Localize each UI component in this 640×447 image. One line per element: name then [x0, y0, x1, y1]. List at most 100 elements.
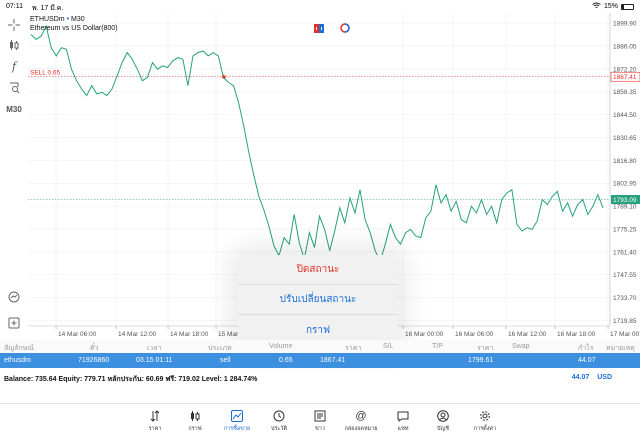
tab-trade[interactable]: การซื้อขาย [219, 409, 255, 433]
one-click-trading-icon[interactable] [314, 20, 324, 38]
tab-chart[interactable]: กราฟ [177, 409, 213, 433]
y-tick-label: 1733.70 [613, 295, 637, 302]
column-header: ประเภท [208, 345, 232, 352]
timeframe-button[interactable]: M30 [6, 104, 22, 114]
sell-price-tag-box [610, 71, 640, 82]
close-position-option[interactable]: ปิดสถานะ [238, 255, 398, 285]
chart-toolbar: f M30 [0, 13, 28, 333]
y-tick-label: 1830.65 [613, 135, 637, 142]
x-tick-label: 15 Mar 00:00 [218, 331, 257, 338]
x-tick-label: 16 Mar 06:00 [455, 331, 494, 338]
price-chart[interactable]: 1899.90 1886.05 1872.20 1858.35 1844.50 1830.… [28, 13, 640, 340]
symbol-timeframe: M30 [70, 16, 85, 23]
y-tick-label: 1886.05 [613, 43, 637, 50]
tab-settings[interactable]: การตั้งค่า [467, 409, 503, 433]
x-tick-label: 14 Mar 12:00 [118, 331, 157, 338]
bid-price-tag: 1793.09 [613, 197, 637, 204]
y-tick-label: 1789.10 [613, 204, 637, 211]
x-tick-label: 16 Mar 00:00 [405, 331, 444, 338]
bid-price-tag-box [611, 194, 640, 204]
status-time: 07:11 [6, 3, 23, 10]
tab-label: บัญชี [437, 426, 449, 432]
tab-label: การซื้อขาย [223, 426, 251, 432]
x-tick-label: 16 Mar 18:00 [557, 331, 596, 338]
indicator-glyph: f [11, 59, 17, 73]
quotes-icon [149, 409, 161, 423]
x-tick-label: 14 Mar 06:00 [58, 331, 97, 338]
trade-icon [231, 409, 243, 423]
cell-time: 03.15 01:11 [136, 357, 173, 364]
column-header: ราคา [345, 345, 362, 352]
cell-type: sell [220, 357, 231, 364]
account-icon [437, 409, 449, 423]
new-order-icon[interactable] [5, 315, 23, 331]
mailbox-icon: @ [355, 410, 367, 422]
symbol-description: Ethereum vs US Dollar(800) [30, 25, 118, 32]
tab-label: ราคา [148, 426, 162, 432]
tab-label: แชท [397, 426, 409, 432]
objects-icon[interactable] [5, 79, 23, 95]
price-line [30, 24, 604, 263]
cell-ticket: 71926860 [78, 357, 110, 364]
column-header: เวลา [147, 345, 162, 352]
indicator-icon[interactable]: f [5, 58, 23, 74]
tab-history[interactable]: ประวัติ [261, 409, 297, 433]
battery-icon [621, 3, 634, 10]
tab-chat[interactable]: แชท [385, 409, 421, 433]
status-date: พ. 17 มี.ค. [32, 5, 64, 12]
news-icon [314, 409, 326, 423]
status-bar: 07:11 พ. 17 มี.ค. 15% [0, 0, 640, 13]
modify-position-option[interactable]: ปรับเปลี่ยนสถานะ [238, 285, 398, 315]
history-icon [273, 409, 285, 423]
y-tick-label: 1802.95 [613, 181, 637, 188]
total-profit-value: 44.07 [571, 374, 590, 381]
y-tick-label: 1816.80 [613, 158, 637, 165]
chart-canvas[interactable]: 1899.90 1886.05 1872.20 1858.35 1844.50 1830.… [28, 13, 640, 340]
y-tick-label: 1775.25 [613, 226, 637, 233]
x-tick-label: 16 Mar 12:00 [508, 331, 547, 338]
cell-profit: 44.07 [578, 357, 596, 364]
cell-symbol: ethusdm [4, 357, 31, 364]
entry-marker: ✱ [221, 74, 226, 81]
tab-mailbox[interactable]: @ กล่องจดหมาย [343, 409, 379, 433]
y-tick-label: 1872.20 [613, 66, 637, 73]
candle-type-icon[interactable] [5, 37, 23, 53]
column-header: สัญลักษณ์ [4, 345, 34, 352]
tab-label: กราฟ [188, 426, 202, 432]
column-header: ราคา [477, 345, 494, 352]
y-tick-label: 1899.90 [613, 21, 637, 28]
column-header: หมายเหตุ [606, 345, 635, 352]
total-profit-currency: USD [597, 374, 612, 381]
depth-of-market-icon[interactable] [340, 20, 350, 38]
total-profit: 44.07 USD [572, 374, 612, 381]
y-tick-label: 1719.85 [613, 318, 637, 325]
column-header: Swap [512, 343, 530, 350]
positions-table-header: สัญลักษณ์ ตั๋ว เวลา ประเภท Volume ราคา S… [0, 340, 640, 353]
tab-account[interactable]: บัญชี [425, 409, 461, 433]
column-header: S/L [383, 343, 394, 350]
y-tick-label: 1761.40 [613, 249, 637, 256]
settings-icon [479, 409, 491, 423]
position-action-sheet: ปิดสถานะ ปรับเปลี่ยนสถานะ กราฟ [238, 255, 398, 345]
tab-news[interactable]: ข่าว [302, 409, 338, 433]
zoom-icon[interactable] [5, 289, 23, 305]
crosshair-icon[interactable] [5, 17, 23, 33]
cell-current-price: 1799.61 [468, 357, 494, 364]
x-tick-label: 14 Mar 18:00 [170, 331, 209, 338]
chart-top-icons [314, 20, 350, 38]
battery-percent: 15% [603, 3, 618, 10]
cell-volume: 0.65 [279, 357, 293, 364]
tab-label: กล่องจดหมาย [344, 426, 378, 432]
symbol-separator: • [66, 16, 70, 23]
table-row[interactable]: ethusdm 71926860 03.15 01:11 sell 0.65 1… [0, 353, 640, 368]
chat-icon [397, 409, 409, 423]
chart-icon [189, 409, 201, 423]
y-tick-label: 1747.55 [613, 272, 637, 279]
cell-open-price: 1867.41 [320, 357, 346, 364]
tab-quotes[interactable]: ราคา [137, 409, 173, 433]
chart-option[interactable]: กราฟ [305, 324, 331, 336]
sell-price-tag: 1867.41 [613, 74, 637, 81]
column-header: ตั๋ว [90, 345, 99, 352]
tab-label: การตั้งค่า [473, 426, 497, 432]
tab-label: ประวัติ [270, 426, 288, 432]
